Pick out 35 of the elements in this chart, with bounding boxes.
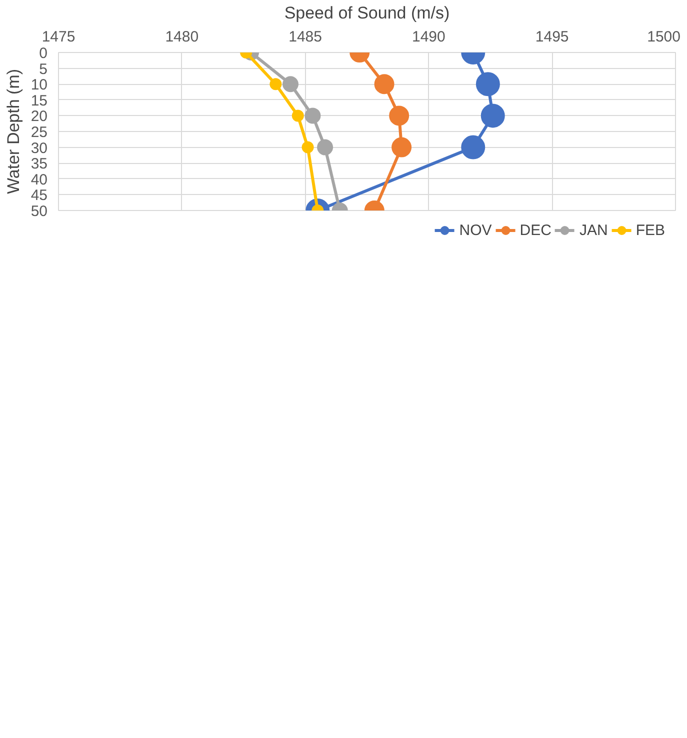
point bbox=[480, 104, 505, 128]
point bbox=[476, 72, 500, 96]
point bbox=[304, 108, 321, 124]
x-tick-label: 1495 bbox=[535, 28, 569, 46]
y-tick-label: 20 bbox=[30, 108, 48, 126]
point bbox=[389, 106, 410, 126]
point bbox=[302, 141, 314, 154]
legend-label: JAN bbox=[579, 222, 608, 238]
legend-label: NOV bbox=[459, 222, 492, 238]
point bbox=[392, 137, 412, 158]
point bbox=[374, 74, 394, 94]
y-tick-label: 30 bbox=[30, 140, 48, 157]
legend-label: DEC bbox=[520, 222, 552, 238]
x-tick-label: 1480 bbox=[165, 28, 199, 46]
y-tick-label: 25 bbox=[30, 124, 48, 141]
y-tick-label: 45 bbox=[30, 187, 48, 204]
point bbox=[461, 135, 486, 160]
y-tick-label: 35 bbox=[30, 156, 48, 173]
x-tick-label: 1485 bbox=[288, 28, 322, 46]
point bbox=[317, 139, 334, 156]
point bbox=[270, 78, 282, 90]
x-tick-label: 1500 bbox=[647, 28, 681, 46]
y-tick-label: 50 bbox=[30, 203, 48, 220]
x-axis-title: Speed of Sound (m/s) bbox=[284, 4, 450, 22]
point bbox=[292, 110, 304, 122]
x-tick-label: 1475 bbox=[42, 28, 76, 46]
point bbox=[282, 76, 298, 92]
y-tick-label: 10 bbox=[30, 76, 48, 94]
y-tick-label: 40 bbox=[30, 171, 48, 188]
legend-label: FEB bbox=[636, 222, 665, 238]
x-tick-label: 1490 bbox=[412, 28, 446, 46]
y-tick-label: 5 bbox=[39, 60, 48, 78]
y-axis-title: Water Depth (m) bbox=[4, 68, 23, 194]
y-tick-label: 15 bbox=[30, 92, 48, 110]
y-tick-label: 0 bbox=[39, 45, 48, 62]
